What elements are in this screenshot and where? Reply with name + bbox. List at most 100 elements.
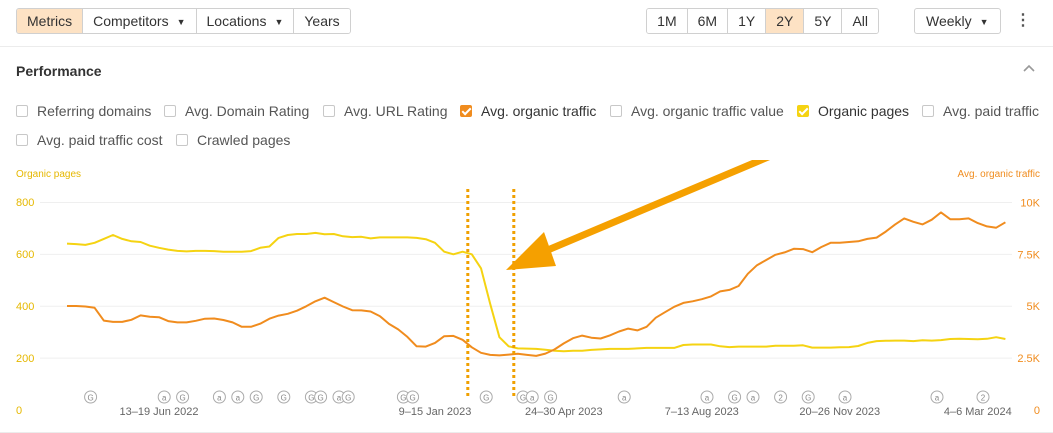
marker-symbol: G [87,394,93,403]
marker-circle [801,390,815,404]
checkbox-label: Avg. organic traffic [481,103,597,119]
range-1y-button[interactable]: 1Y [728,9,767,33]
chevron-up-icon[interactable] [1022,60,1036,78]
marker-symbol: G [409,394,415,403]
tab-locations[interactable]: Locations ▼ [196,9,295,33]
marker-symbol: a [530,394,535,403]
right-tick-label: 7.5K [1017,249,1040,261]
annotation-marker: a [157,390,171,404]
google-update-marker: G [176,390,190,404]
x-axis-ticks: 13–19 Jun 2022 9–15 Jan 2023 24–30 Apr 202… [120,406,1012,418]
checkbox-box-checked [797,105,809,117]
checkbox-avg-paid-traffic-cost[interactable]: Avg. paid traffic cost [16,132,163,148]
checkbox-box [16,105,28,117]
marker-circle [728,390,742,404]
marker-circle [525,390,539,404]
marker-symbol: a [843,394,848,403]
caret-down-icon: ▼ [274,17,284,27]
range-2y-button[interactable]: 2Y [766,9,805,33]
checkbox-organic-pages[interactable]: Organic pages [797,103,909,119]
marker-circle [314,390,328,404]
marker-symbol: a [217,394,222,403]
tab-metrics-label: Metrics [27,13,73,29]
annotation-marker: a [746,390,760,404]
view-toolbar: Metrics Competitors ▼ Locations ▼ Years [16,8,351,34]
marker-symbol: a [622,394,627,403]
range-label: 2Y [776,13,794,29]
multi-event-marker: 2 [774,390,788,404]
marker-symbol: G [483,394,489,403]
checkbox-box [16,134,28,146]
marker-circle [84,390,98,404]
checkbox-avg-url-rating[interactable]: Avg. URL Rating [323,103,448,119]
annotation-marker: a [525,390,539,404]
checkbox-label: Referring domains [37,103,152,119]
marker-symbol: G [308,394,314,403]
marker-symbol: G [317,394,323,403]
marker-symbol: G [400,394,406,403]
checkbox-crawled-pages[interactable]: Crawled pages [176,132,290,148]
tab-metrics[interactable]: Metrics [17,9,84,33]
view-tabs: Metrics Competitors ▼ Locations ▼ Years [16,8,351,34]
marker-symbol: G [253,394,259,403]
organic-traffic-line [67,211,1006,357]
checkbox-label: Avg. paid traffic cost [37,132,163,148]
marker-symbol: 2 [778,394,783,403]
chart-lines [66,211,1006,357]
checkbox-avg-organic-traffic[interactable]: Avg. organic traffic [460,103,596,119]
checkbox-label: Crawled pages [197,132,291,148]
marker-circle [212,390,226,404]
checkbox-label: Organic pages [818,103,910,119]
range-all-button[interactable]: All [842,9,878,33]
checkbox-box-checked [460,105,472,117]
marker-symbol: a [751,394,756,403]
panel-title: Performance [16,63,102,79]
checkbox-referring-domains[interactable]: Referring domains [16,103,151,119]
range-label: 1Y [738,13,756,29]
marker-symbol: a [236,394,241,403]
left-tick-label: 200 [16,353,34,365]
google-update-marker: G [406,390,420,404]
performance-chart: Organic pages Avg. organic traffic 800 600 4… [16,160,1041,418]
marker-circle [231,390,245,404]
caret-down-icon: ▼ [979,17,989,27]
range-6m-button[interactable]: 6M [687,9,729,33]
right-tick-label: 5K [1027,301,1041,313]
annotation-marker: a [838,390,852,404]
marker-circle [406,390,420,404]
google-update-marker: G [277,390,291,404]
checkbox-avg-organic-traffic-value[interactable]: Avg. organic traffic value [610,103,784,119]
marker-circle [774,390,788,404]
annotation-overlay [466,160,771,398]
marker-symbol: G [731,394,737,403]
range-5y-button[interactable]: 5Y [804,9,843,33]
marker-circle [277,390,291,404]
marker-circle [176,390,190,404]
checkbox-box [176,134,188,146]
marker-symbol: 2 [981,394,986,403]
tab-competitors-label: Competitors [93,13,169,29]
checkbox-avg-paid-traffic[interactable]: Avg. paid traffic [922,103,1039,119]
tab-competitors[interactable]: Competitors ▼ [83,9,197,33]
vertical-dots-icon[interactable]: ⋮ [1015,12,1031,29]
annotation-arrow-head [506,232,556,270]
checkbox-label: Avg. Domain Rating [185,103,310,119]
google-update-marker: G [84,390,98,404]
x-tick-label: 4–6 Mar 2024 [944,406,1012,418]
marker-circle [479,390,493,404]
left-tick-label: 400 [16,301,34,313]
annotation-marker: a [930,390,944,404]
tab-years-label: Years [304,13,340,29]
tab-years[interactable]: Years [294,9,350,33]
interval-dropdown[interactable]: Weekly ▼ [914,8,1001,34]
marker-circle [700,390,714,404]
left-tick-label: 0 [16,405,22,417]
checkbox-label: Avg. URL Rating [344,103,448,119]
left-tick-label: 600 [16,249,34,261]
range-label: All [852,13,868,29]
marker-circle [249,390,263,404]
checkbox-avg-domain-rating[interactable]: Avg. Domain Rating [164,103,309,119]
google-update-marker: G [801,390,815,404]
range-1m-button[interactable]: 1M [647,9,688,33]
